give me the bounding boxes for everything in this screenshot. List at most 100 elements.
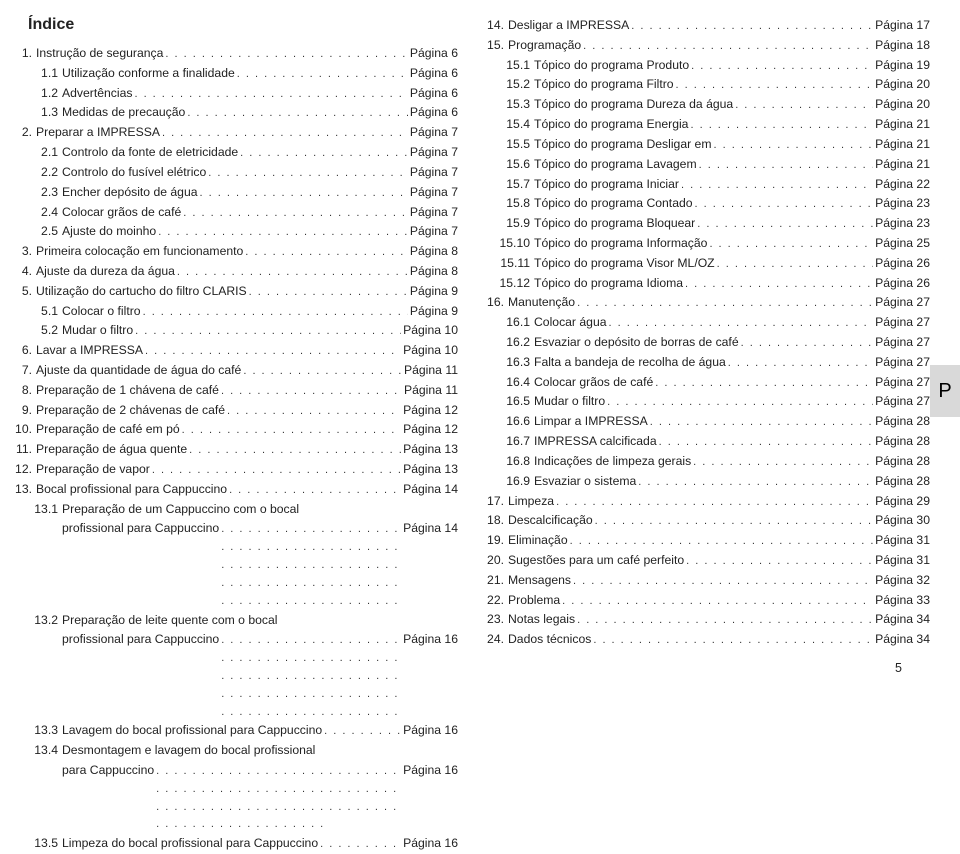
entry-number: 16.9	[486, 472, 534, 492]
leader-dots	[221, 383, 402, 401]
entry-page: Página 34	[875, 610, 930, 630]
leader-dots	[638, 474, 873, 492]
toc-entry: 11.Preparação de água quentePágina 13	[14, 440, 458, 460]
entry-page: Página 17	[875, 16, 930, 36]
leader-dots	[681, 177, 873, 195]
entry-number: 3.	[14, 242, 36, 262]
leader-dots	[229, 482, 401, 500]
entry-number: 17.	[486, 492, 508, 512]
entry-label: profissional para Cappuccino	[62, 630, 219, 650]
entry-number: 15.3	[486, 95, 534, 115]
entry-label: Colocar água	[534, 313, 607, 333]
leader-dots	[695, 196, 874, 214]
entry-label: Tópico do programa Informação	[534, 234, 707, 254]
leader-dots	[152, 462, 401, 480]
entry-page: Página 16	[403, 630, 458, 650]
entry-label: para Cappuccino	[62, 761, 154, 781]
entry-label: Dados técnicos	[508, 630, 591, 650]
entry-label: Tópico do programa Produto	[534, 56, 689, 76]
toc-entry: 15.4Tópico do programa EnergiaPágina 21	[486, 115, 930, 135]
entry-page: Página 28	[875, 452, 930, 472]
leader-dots	[690, 117, 873, 135]
entry-number: 16.2	[486, 333, 534, 353]
toc-entry: 2.Preparar a IMPRESSAPágina 7	[14, 123, 458, 143]
toc-entry: 13.5Limpeza do bocal profissional para C…	[14, 834, 458, 854]
toc-entry: 7.Ajuste da quantidade de água do caféPá…	[14, 361, 458, 381]
toc-entry: 15.2Tópico do programa FiltroPágina 20	[486, 75, 930, 95]
entry-number: 8.	[14, 381, 36, 401]
leader-dots	[685, 276, 873, 294]
entry-number: 1.	[14, 44, 36, 64]
entry-page: Página 28	[875, 432, 930, 452]
entry-label: Tópico do programa Idioma	[534, 274, 683, 294]
leader-dots	[243, 363, 402, 381]
toc-entry: 2.2Controlo do fusível elétricoPágina 7	[14, 163, 458, 183]
toc-entry: 16.2Esvaziar o depósito de borras de caf…	[486, 333, 930, 353]
entry-label: Esvaziar o depósito de borras de café	[534, 333, 739, 353]
entry-number: 16.8	[486, 452, 534, 472]
toc-entry: 16.1Colocar águaPágina 27	[486, 313, 930, 333]
entry-number: 7.	[14, 361, 36, 381]
entry-label: Preparação de café em pó	[36, 420, 180, 440]
entry-label: Mudar o filtro	[62, 321, 133, 341]
toc-entry: 16.9Esvaziar o sistemaPágina 28	[486, 472, 930, 492]
entry-number: 2.4	[14, 203, 62, 223]
entry-number: 2.2	[14, 163, 62, 183]
toc-page: Índice 1.Instrução de segurançaPágina 61…	[0, 0, 960, 854]
entry-label: Controlo da fonte de eletricidade	[62, 143, 238, 163]
right-column: 14.Desligar a IMPRESSAPágina 1715.Progra…	[486, 16, 930, 854]
entry-page: Página 21	[875, 115, 930, 135]
leader-dots	[699, 157, 874, 175]
entry-label: Ajuste da dureza da água	[36, 262, 175, 282]
entry-label: Ajuste da quantidade de água do café	[36, 361, 241, 381]
entry-number: 5.1	[14, 302, 62, 322]
entry-page: Página 20	[875, 75, 930, 95]
entry-label: Esvaziar o sistema	[534, 472, 636, 492]
left-column: Índice 1.Instrução de segurançaPágina 61…	[14, 16, 458, 854]
entry-label: Controlo do fusível elétrico	[62, 163, 206, 183]
toc-entry: 15.10Tópico do programa InformaçãoPágina…	[486, 234, 930, 254]
leader-dots	[182, 422, 401, 440]
entry-number: 11.	[14, 440, 36, 460]
entry-page: Página 11	[404, 381, 458, 401]
leader-dots	[158, 224, 408, 242]
entry-page: Página 6	[410, 84, 458, 104]
toc-entry: 9.Preparação de 2 chávenas de caféPágina…	[14, 401, 458, 421]
toc-entry: 15.6Tópico do programa LavagemPágina 21	[486, 155, 930, 175]
toc-entry: 8.Preparação de 1 chávena de café Página …	[14, 381, 458, 401]
entry-page: Página 18	[875, 36, 930, 56]
entry-number: 16.5	[486, 392, 534, 412]
entry-number: 12.	[14, 460, 36, 480]
leader-dots	[227, 403, 401, 421]
toc-entry: 2.1Controlo da fonte de eletricidadePági…	[14, 143, 458, 163]
toc-entry: 22.ProblemaPágina 33	[486, 591, 930, 611]
entry-label: Mudar o filtro	[534, 392, 605, 412]
entry-number: 15.6	[486, 155, 534, 175]
leader-dots	[697, 216, 873, 234]
entry-page: Página 12	[403, 420, 458, 440]
entry-label: Sugestões para um café perfeito	[508, 551, 684, 571]
entry-number: 13.	[14, 480, 36, 500]
entry-label: Preparar a IMPRESSA	[36, 123, 160, 143]
entry-number: 15.12	[486, 274, 534, 294]
entry-number: 13.4	[14, 741, 62, 834]
entry-label: Preparação de 1 chávena de café	[36, 381, 219, 401]
leader-dots	[324, 723, 401, 741]
leader-dots	[208, 165, 408, 183]
toc-entry: 15.12Tópico do programa Idioma Página 26	[486, 274, 930, 294]
entry-label: Notas legais	[508, 610, 575, 630]
toc-entry: 5.Utilização do cartucho do filtro CLARI…	[14, 282, 458, 302]
entry-number: 15.9	[486, 214, 534, 234]
entry-number: 13.5	[14, 834, 62, 854]
toc-entry: 5.2Mudar o filtroPágina 10	[14, 321, 458, 341]
entry-page: Página 26	[875, 254, 930, 274]
leader-dots	[165, 46, 408, 64]
entry-number: 18.	[486, 511, 508, 531]
toc-entry: 1.3Medidas de precauçãoPágina 6	[14, 103, 458, 123]
toc-entry: 2.4Colocar grãos de caféPágina 7	[14, 203, 458, 223]
toc-entry: 13.2Preparação de leite quente com o boc…	[14, 611, 458, 722]
entry-page: Página 7	[410, 222, 458, 242]
toc-entry: 20.Sugestões para um café perfeitoPágina…	[486, 551, 930, 571]
entry-page: Página 26	[875, 274, 930, 294]
entry-number: 14.	[486, 16, 508, 36]
